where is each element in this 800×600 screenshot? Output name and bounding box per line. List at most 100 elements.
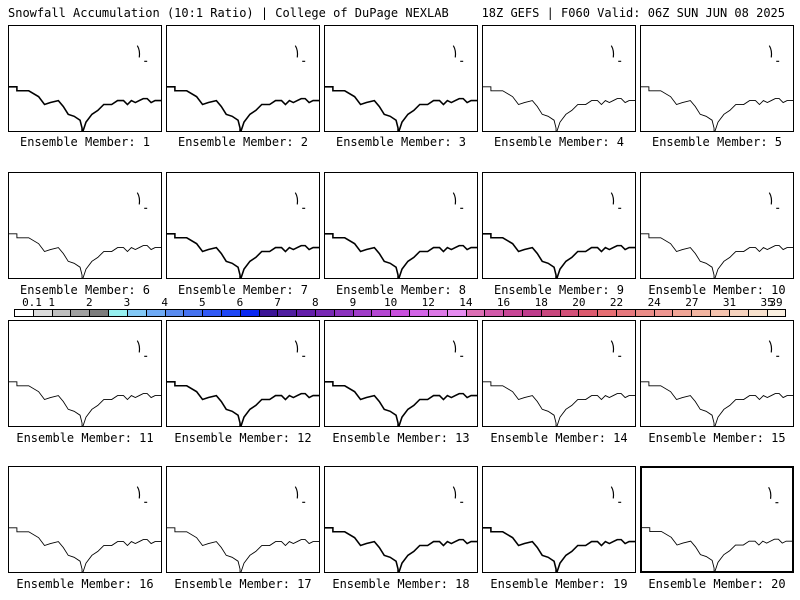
coastline-map bbox=[167, 486, 319, 572]
coastline-map bbox=[642, 486, 792, 571]
scale-swatch bbox=[184, 310, 204, 316]
scale-swatch bbox=[485, 310, 505, 316]
ensemble-member-label: Ensemble Member: 16 bbox=[16, 577, 154, 591]
scale-swatch bbox=[466, 310, 486, 316]
scale-swatch bbox=[767, 310, 786, 316]
scale-swatch bbox=[410, 310, 429, 316]
scale-swatch bbox=[711, 310, 730, 316]
ensemble-map-panel bbox=[482, 25, 636, 132]
scale-swatch bbox=[372, 310, 392, 316]
ensemble-map-panel bbox=[324, 25, 478, 132]
scale-tick-label: 8 bbox=[311, 296, 319, 309]
scale-swatch bbox=[654, 310, 674, 316]
scale-swatch bbox=[353, 310, 373, 316]
ensemble-map-panel bbox=[8, 466, 162, 573]
ensemble-member-label: Ensemble Member: 13 bbox=[332, 431, 470, 445]
scale-tick-label: 14 bbox=[459, 296, 473, 309]
scale-tick-label: 16 bbox=[496, 296, 511, 309]
coastline-map bbox=[641, 192, 793, 278]
ensemble-member-label: Ensemble Member: 1 bbox=[19, 135, 151, 149]
scale-swatch bbox=[316, 310, 335, 316]
scale-swatch bbox=[673, 310, 693, 316]
scale-tick-label: 5 bbox=[198, 296, 206, 309]
ensemble-map-panel bbox=[640, 25, 794, 132]
scale-swatch bbox=[90, 310, 110, 316]
ensemble-map-panel bbox=[482, 320, 636, 427]
scale-tick-label: 6 bbox=[236, 296, 244, 309]
color-scale-labels: 0.1 1 2 3 4 5 6 7 8 9 10 12 14 16 18 20 22 24 27 31 35 39 bbox=[14, 297, 786, 309]
coastline-map bbox=[483, 192, 635, 278]
scale-tick-label: 0.1 bbox=[22, 296, 42, 309]
scale-swatch bbox=[692, 310, 712, 316]
coastline-map bbox=[9, 486, 161, 572]
scale-swatch bbox=[748, 310, 768, 316]
scale-tick-label: 7 bbox=[274, 296, 281, 309]
ensemble-map-panel bbox=[640, 466, 794, 573]
coastline-map bbox=[483, 45, 635, 131]
ensemble-member-label: Ensemble Member: 6 bbox=[19, 283, 151, 297]
scale-tick-label: 20 bbox=[572, 296, 586, 309]
coastline-map bbox=[9, 45, 161, 131]
scale-tick-label: 22 bbox=[609, 296, 624, 309]
coastline-map bbox=[167, 340, 319, 426]
scale-swatch bbox=[560, 310, 580, 316]
ensemble-member-label: Ensemble Member: 9 bbox=[493, 283, 625, 297]
scale-tick-label: 31 bbox=[722, 296, 737, 309]
color-scale-bar bbox=[14, 309, 786, 317]
scale-swatch bbox=[15, 310, 34, 316]
scale-tick-label: 39 bbox=[769, 296, 783, 309]
scale-swatch bbox=[579, 310, 599, 316]
ensemble-map-panel bbox=[640, 320, 794, 427]
scale-tick-label: 24 bbox=[647, 296, 661, 309]
ensemble-member-label: Ensemble Member: 18 bbox=[332, 577, 470, 591]
coastline-map bbox=[167, 192, 319, 278]
scale-tick-label: 3 bbox=[123, 296, 131, 309]
scale-swatch bbox=[504, 310, 523, 316]
scale-swatch bbox=[52, 310, 72, 316]
ensemble-member-label: Ensemble Member: 20 bbox=[648, 577, 786, 591]
coastline-map bbox=[325, 192, 477, 278]
scale-swatch bbox=[334, 310, 354, 316]
coastline-map bbox=[483, 486, 635, 572]
scale-swatch bbox=[297, 310, 316, 316]
scale-tick-label: 12 bbox=[421, 296, 435, 309]
ensemble-map-panel bbox=[166, 466, 320, 573]
ensemble-member-label: Ensemble Member: 17 bbox=[174, 577, 312, 591]
ensemble-map-panel bbox=[8, 172, 162, 279]
ensemble-map-panel bbox=[166, 172, 320, 279]
scale-swatch bbox=[221, 310, 241, 316]
scale-swatch bbox=[71, 310, 91, 316]
chart-title: Snowfall Accumulation (10:1 Ratio) | Col… bbox=[8, 6, 449, 20]
scale-tick-label: 10 bbox=[383, 296, 398, 309]
ensemble-map-panel bbox=[640, 172, 794, 279]
ensemble-map-panel bbox=[324, 466, 478, 573]
ensemble-member-label: Ensemble Member: 7 bbox=[177, 283, 309, 297]
scale-tick-label: 18 bbox=[534, 296, 548, 309]
coastline-map bbox=[325, 45, 477, 131]
scale-swatch bbox=[109, 310, 128, 316]
ensemble-map-panel bbox=[8, 320, 162, 427]
scale-swatch bbox=[391, 310, 411, 316]
coastline-map bbox=[9, 192, 161, 278]
ensemble-member-label: Ensemble Member: 10 bbox=[648, 283, 786, 297]
scale-swatch bbox=[33, 310, 53, 316]
coastline-map bbox=[641, 340, 793, 426]
ensemble-member-label: Ensemble Member: 4 bbox=[493, 135, 625, 149]
scale-swatch bbox=[617, 310, 636, 316]
ensemble-member-label: Ensemble Member: 2 bbox=[177, 135, 309, 149]
scale-swatch bbox=[240, 310, 260, 316]
scale-swatch bbox=[278, 310, 298, 316]
ensemble-map-panel bbox=[324, 172, 478, 279]
run-valid-time: 18Z GEFS | F060 Valid: 06Z SUN JUN 08 20… bbox=[481, 6, 785, 20]
ensemble-member-label: Ensemble Member: 5 bbox=[651, 135, 783, 149]
ensemble-member-label: Ensemble Member: 3 bbox=[335, 135, 467, 149]
ensemble-map-panel bbox=[8, 25, 162, 132]
coastline-map bbox=[9, 340, 161, 426]
scale-swatch bbox=[203, 310, 222, 316]
scale-swatch bbox=[127, 310, 147, 316]
scale-tick-label: 27 bbox=[685, 296, 699, 309]
scale-tick-label: 4 bbox=[161, 296, 168, 309]
scale-tick-label: 1 bbox=[48, 296, 55, 309]
scale-swatch bbox=[428, 310, 448, 316]
ensemble-member-label: Ensemble Member: 12 bbox=[174, 431, 312, 445]
